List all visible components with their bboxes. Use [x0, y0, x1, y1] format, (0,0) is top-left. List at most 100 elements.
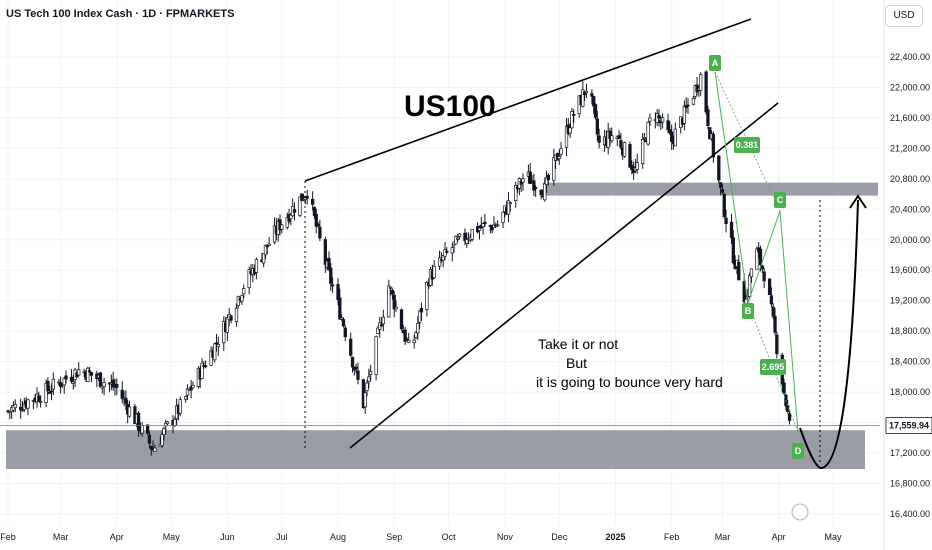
- main-label: US100: [404, 90, 496, 123]
- candle-body: [490, 226, 494, 231]
- time-tick-label: Dec: [551, 532, 568, 542]
- candle-body: [622, 142, 627, 157]
- price-tick-label: 18,000.00: [890, 387, 930, 397]
- candle-body: [521, 178, 525, 183]
- candle-body: [330, 284, 335, 287]
- candle-body: [153, 447, 157, 452]
- time-tick-label: May: [163, 532, 181, 542]
- candle-body: [86, 367, 90, 382]
- candle-body: [403, 329, 407, 342]
- candle-body: [37, 395, 41, 402]
- candle-body: [495, 224, 500, 227]
- candle-body: [305, 195, 309, 199]
- candle-body: [483, 221, 487, 225]
- candle-body: [742, 281, 746, 303]
- candle-body: [758, 248, 763, 266]
- current-price-badge: [885, 417, 932, 434]
- candle-body: [185, 388, 190, 396]
- candle-body: [405, 338, 409, 341]
- candle-body: [115, 384, 119, 388]
- candle-body: [298, 196, 302, 216]
- candle-body: [184, 396, 188, 400]
- candle-body: [617, 135, 621, 139]
- candle-body: [437, 257, 442, 267]
- candle-body: [771, 306, 775, 317]
- candle-body: [737, 261, 741, 281]
- candle-body: [349, 338, 353, 356]
- candle-body: [13, 404, 17, 409]
- time-axis[interactable]: Feb Mar Apr May Jun Jul Aug Sep Oct Nov Dec 2025 Feb…: [0, 532, 842, 542]
- candle-body: [568, 127, 572, 134]
- candle-body: [425, 282, 429, 310]
- candle-body: [590, 93, 594, 97]
- candle-body: [381, 316, 386, 325]
- candle-body: [111, 379, 115, 388]
- candle-body: [539, 189, 543, 196]
- candle-body: [660, 117, 665, 123]
- labels: A B C D 0.381 2.695 US100 Take it or not But it i…: [404, 55, 809, 521]
- note-line: But: [566, 355, 587, 371]
- candle-body: [102, 382, 106, 388]
- candles: [6, 70, 792, 456]
- candle-body: [767, 278, 772, 296]
- fib-label-0381-bg: [734, 137, 760, 153]
- candle-body: [731, 237, 735, 264]
- candle-body: [89, 372, 94, 376]
- time-tick-label: Nov: [497, 532, 514, 542]
- bounce-curve: [799, 199, 859, 469]
- candle-body: [481, 223, 485, 228]
- candle-body: [178, 399, 182, 414]
- candle-body: [136, 412, 141, 431]
- candle-body: [323, 239, 327, 265]
- candle-body: [749, 268, 754, 278]
- candle-body: [477, 227, 482, 231]
- candle-body: [354, 366, 358, 370]
- candle-body: [173, 419, 177, 426]
- candle-body: [356, 370, 360, 380]
- resistance-zone: [542, 182, 878, 196]
- price-tick-label: 18,800.00: [890, 326, 930, 336]
- candle-body: [450, 247, 454, 254]
- candle-body: [203, 365, 208, 368]
- candle-body: [417, 310, 422, 323]
- price-tick-label: 20,000.00: [890, 235, 930, 245]
- candle-body: [722, 193, 726, 218]
- candle-body: [514, 184, 518, 201]
- currency-button[interactable]: USD: [885, 5, 923, 27]
- candle-body: [343, 327, 347, 338]
- candle-body: [691, 98, 696, 105]
- candle-body: [312, 207, 317, 217]
- wave-label-d-bg: [792, 443, 804, 459]
- candle-body: [363, 392, 367, 408]
- candle-body: [247, 269, 251, 288]
- time-tick-label: Feb: [0, 532, 16, 542]
- candle-body: [463, 232, 467, 242]
- price-tick-label: 19,200.00: [890, 296, 930, 306]
- time-tick-label: Apr: [772, 532, 786, 542]
- candle-body: [501, 211, 505, 223]
- price-tick-label: 18,400.00: [890, 357, 930, 367]
- candle-body: [641, 138, 645, 165]
- candle-body: [327, 257, 331, 270]
- candle-body: [457, 233, 462, 237]
- candle-body: [646, 121, 650, 145]
- wave-label-a: A: [712, 58, 719, 68]
- candle-body: [506, 200, 511, 215]
- candle-body: [369, 371, 373, 376]
- candle-body: [69, 376, 74, 382]
- candle-body: [534, 187, 538, 189]
- price-tick-label: 21,600.00: [890, 113, 930, 123]
- time-tick-label: Apr: [110, 532, 124, 542]
- candle-body: [26, 399, 30, 409]
- price-tick-label: 19,600.00: [890, 265, 930, 275]
- upper-trendline: [304, 18, 752, 182]
- candle-body: [127, 406, 132, 417]
- candle-body: [387, 285, 391, 318]
- candle-body: [214, 342, 219, 345]
- time-tick-label: Feb: [664, 532, 680, 542]
- candle-body: [593, 104, 598, 118]
- candle-body: [445, 250, 449, 253]
- price-axis[interactable]: 16,400.0016,800.0017,200.0017,600.0018,0…: [885, 52, 932, 519]
- candle-body: [718, 182, 723, 188]
